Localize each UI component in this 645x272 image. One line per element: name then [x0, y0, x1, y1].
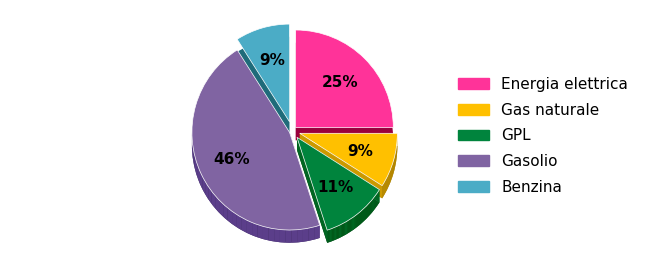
Polygon shape [314, 225, 320, 240]
Polygon shape [328, 229, 330, 242]
Polygon shape [359, 211, 361, 225]
Polygon shape [195, 155, 196, 173]
Wedge shape [192, 63, 320, 243]
Polygon shape [297, 137, 327, 243]
Polygon shape [345, 222, 346, 235]
Polygon shape [215, 196, 219, 213]
Wedge shape [300, 146, 397, 198]
Wedge shape [192, 50, 320, 230]
Polygon shape [375, 194, 377, 208]
Polygon shape [346, 221, 347, 234]
Polygon shape [198, 166, 200, 184]
Polygon shape [357, 213, 359, 227]
Polygon shape [232, 211, 237, 227]
Polygon shape [355, 215, 356, 228]
Polygon shape [351, 218, 352, 231]
Polygon shape [194, 149, 195, 168]
Polygon shape [332, 228, 333, 241]
Polygon shape [377, 192, 378, 206]
Wedge shape [300, 133, 397, 186]
Polygon shape [340, 224, 341, 238]
Text: 9%: 9% [259, 53, 284, 68]
Polygon shape [372, 199, 373, 212]
Polygon shape [290, 132, 320, 238]
Polygon shape [361, 211, 362, 224]
Polygon shape [342, 223, 344, 236]
Polygon shape [362, 209, 364, 222]
Polygon shape [333, 227, 335, 240]
Polygon shape [203, 177, 205, 194]
Polygon shape [205, 182, 208, 199]
Polygon shape [308, 227, 314, 241]
Wedge shape [297, 137, 379, 230]
Polygon shape [344, 222, 345, 236]
Polygon shape [252, 222, 257, 237]
Polygon shape [327, 230, 328, 243]
Polygon shape [208, 187, 212, 204]
Polygon shape [237, 215, 242, 230]
Polygon shape [370, 201, 372, 214]
Polygon shape [335, 227, 336, 240]
Polygon shape [242, 218, 247, 233]
Polygon shape [366, 205, 368, 218]
Polygon shape [280, 230, 286, 243]
Polygon shape [341, 224, 342, 237]
Polygon shape [364, 207, 366, 220]
Polygon shape [337, 225, 339, 239]
Polygon shape [356, 214, 357, 228]
Polygon shape [348, 220, 350, 233]
Polygon shape [292, 230, 297, 243]
Polygon shape [373, 197, 374, 211]
Polygon shape [303, 228, 308, 242]
Polygon shape [336, 226, 337, 239]
Polygon shape [297, 137, 379, 202]
Polygon shape [374, 196, 375, 210]
Polygon shape [263, 226, 268, 240]
Polygon shape [331, 228, 332, 242]
Wedge shape [237, 24, 290, 122]
Wedge shape [237, 37, 290, 134]
Text: 25%: 25% [322, 75, 359, 90]
Wedge shape [295, 43, 393, 140]
Polygon shape [297, 229, 303, 242]
Polygon shape [223, 204, 228, 221]
Polygon shape [368, 203, 370, 217]
Polygon shape [257, 225, 263, 239]
Polygon shape [300, 133, 382, 198]
Text: 46%: 46% [213, 152, 250, 167]
Polygon shape [339, 225, 340, 238]
Text: 11%: 11% [318, 180, 354, 195]
Polygon shape [353, 217, 354, 230]
Polygon shape [247, 220, 252, 235]
Wedge shape [297, 150, 379, 243]
Polygon shape [347, 220, 348, 234]
Polygon shape [196, 160, 198, 179]
Polygon shape [212, 191, 215, 208]
Polygon shape [274, 229, 280, 242]
Polygon shape [354, 216, 355, 229]
Polygon shape [352, 217, 353, 231]
Polygon shape [350, 219, 351, 232]
Polygon shape [286, 230, 292, 243]
Wedge shape [295, 30, 393, 128]
Polygon shape [193, 144, 194, 162]
Polygon shape [219, 200, 223, 217]
Polygon shape [378, 191, 379, 205]
Polygon shape [228, 208, 232, 224]
Polygon shape [268, 228, 274, 242]
Polygon shape [330, 229, 331, 242]
Text: 9%: 9% [348, 144, 373, 159]
Legend: Energia elettrica, Gas naturale, GPL, Gasolio, Benzina: Energia elettrica, Gas naturale, GPL, Ga… [452, 71, 634, 201]
Polygon shape [200, 171, 203, 189]
